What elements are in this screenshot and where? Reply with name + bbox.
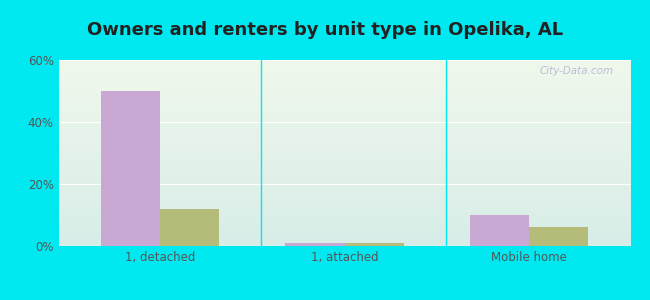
Text: Owners and renters by unit type in Opelika, AL: Owners and renters by unit type in Opeli…: [87, 21, 563, 39]
Bar: [160, 209, 219, 246]
Bar: [470, 215, 529, 246]
Bar: [285, 243, 345, 246]
Bar: [101, 91, 160, 246]
Legend: Owner occupied units, Renter occupied units: Owner occupied units, Renter occupied un…: [175, 295, 514, 300]
Bar: [344, 243, 404, 246]
Text: City-Data.com: City-Data.com: [540, 66, 614, 76]
Bar: [529, 227, 588, 246]
